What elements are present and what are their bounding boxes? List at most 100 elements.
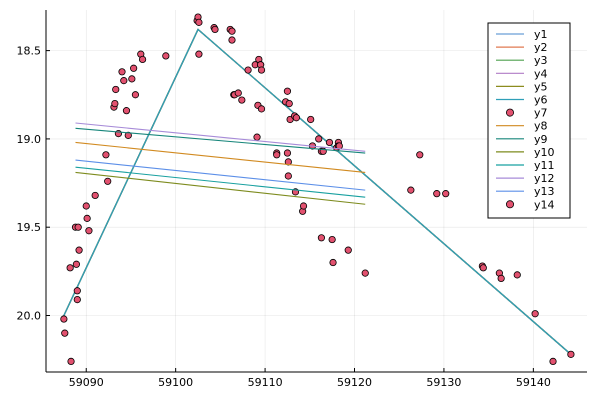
point-y7-90	[531, 310, 539, 318]
point-y7-83	[433, 190, 441, 198]
series-line-y9	[75, 127, 366, 154]
point-y7-88	[497, 274, 505, 283]
point-y7-3	[67, 357, 75, 366]
point-y7-56	[283, 149, 292, 157]
point-y7-14	[102, 151, 110, 159]
point-y7-84	[442, 190, 450, 198]
point-y7-50	[257, 66, 266, 74]
point-y7-21	[120, 77, 128, 85]
legend-label-y10: y10	[534, 146, 555, 159]
axes: 59090 59100 59110 59120 59130 59140 18.5 19.0 19…	[17, 10, 587, 389]
legend-label-y12: y12	[534, 172, 555, 185]
point-y7-91	[549, 357, 557, 366]
legend-label-y11: y11	[534, 159, 555, 172]
point-y7-25	[130, 64, 138, 72]
point-y7-43	[244, 66, 252, 74]
point-y7-89	[513, 271, 521, 279]
point-y7-86	[479, 264, 487, 272]
series-line-y6	[63, 28, 572, 355]
point-y7-51	[257, 105, 266, 113]
point-y7-0	[60, 315, 68, 323]
x-tick-label-3: 59120	[337, 376, 372, 389]
point-y7-13	[91, 191, 99, 200]
point-y7-12	[85, 227, 93, 235]
point-y7-58	[284, 172, 292, 180]
point-y7-2	[66, 264, 74, 272]
y-tick-label-0: 18.5	[17, 45, 42, 58]
point-y7-20	[118, 68, 126, 76]
point-y7-7	[73, 295, 81, 304]
legend-label-y13: y13	[534, 185, 555, 198]
point-y7-10	[82, 202, 90, 210]
legend-label-y14: y14	[534, 198, 555, 211]
point-y7-41	[234, 89, 242, 97]
legend-label-y6: y6	[534, 94, 548, 107]
series-line-y12	[75, 122, 366, 152]
legend-label-y4: y4	[534, 67, 548, 80]
legend-marker-y7	[505, 108, 514, 117]
legend-label-y8: y8	[534, 120, 548, 133]
point-y7-32	[195, 18, 203, 26]
y-tick-label-3: 20.0	[17, 309, 42, 322]
x-tick-label-5: 59140	[516, 376, 551, 389]
point-y7-35	[211, 25, 219, 34]
y-tick-label-1: 19.0	[17, 133, 42, 146]
legend-label-y5: y5	[534, 80, 548, 93]
point-y7-66	[307, 115, 315, 124]
point-y7-70	[317, 234, 326, 242]
point-y7-72	[325, 138, 334, 147]
point-y7-22	[122, 107, 131, 115]
point-y7-80	[361, 269, 369, 277]
point-y7-55	[283, 87, 292, 95]
plot-series	[60, 13, 575, 366]
point-y7-73	[328, 235, 336, 244]
point-y7-18	[112, 85, 120, 94]
legend-marker-y14	[505, 200, 514, 209]
point-y7-33	[195, 50, 203, 58]
legend-label-y9: y9	[534, 133, 548, 146]
point-y7-11	[83, 214, 91, 222]
series-line-y13	[75, 159, 366, 191]
point-y7-81	[407, 186, 415, 194]
series-line-y8	[75, 141, 366, 174]
series-line-y10	[75, 171, 366, 205]
y-tick-label-2: 19.5	[17, 221, 42, 234]
x-tick-label-0: 59090	[69, 376, 104, 389]
point-y7-42	[238, 96, 246, 104]
legend-label-y2: y2	[534, 41, 548, 54]
point-y7-37	[228, 36, 236, 44]
point-y7-26	[131, 91, 140, 99]
point-y7-63	[292, 114, 300, 122]
point-y7-45	[253, 133, 261, 141]
point-y7-79	[344, 246, 352, 254]
x-tick-label-4: 59130	[426, 376, 461, 389]
point-y7-38	[228, 27, 236, 35]
legend-box	[487, 22, 571, 219]
point-y7-28	[138, 55, 147, 64]
point-y7-8	[74, 223, 82, 231]
point-y7-23	[124, 131, 132, 139]
point-y7-57	[284, 158, 292, 166]
point-y7-65	[299, 202, 308, 210]
point-y7-1	[61, 329, 69, 337]
point-y7-59	[285, 99, 293, 108]
point-y7-17	[111, 99, 119, 108]
point-y7-92	[567, 350, 575, 358]
series-line-y11	[75, 166, 366, 198]
x-tick-label-1: 59100	[158, 376, 193, 389]
point-y7-5	[72, 260, 81, 268]
point-y7-53	[273, 151, 281, 159]
legend-label-y7: y7	[534, 107, 548, 120]
x-tick-label-2: 59110	[248, 376, 283, 389]
point-y7-6	[73, 287, 81, 295]
legend-label-y1: y1	[534, 28, 548, 41]
point-y7-9	[75, 246, 83, 254]
point-y7-74	[329, 258, 337, 267]
point-y7-15	[104, 177, 112, 185]
point-y7-29	[162, 52, 170, 60]
point-y7-24	[128, 75, 136, 83]
point-y7-82	[416, 151, 424, 159]
